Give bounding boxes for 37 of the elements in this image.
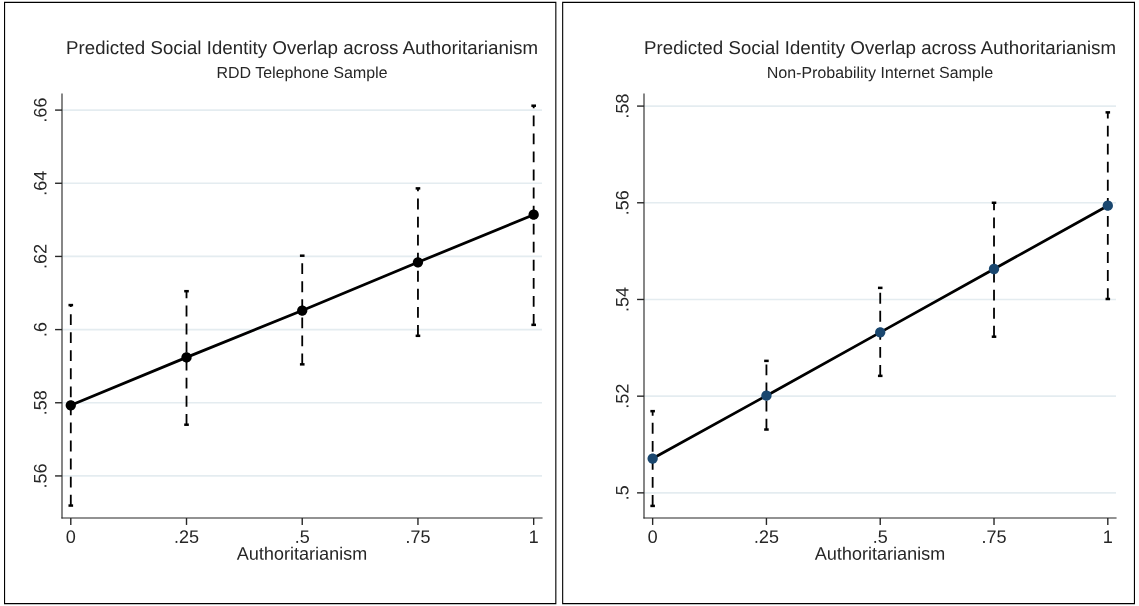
x-axis-title: Authoritarianism <box>236 546 367 560</box>
chart-subtitle: Non-Probability Internet Sample <box>768 66 993 82</box>
x-tick-label: 0 <box>648 530 657 544</box>
point <box>761 390 772 401</box>
x-tick-label: 1 <box>1104 530 1112 543</box>
y-tick-label: .66 <box>33 98 47 121</box>
x-tick-label: .75 <box>983 530 1006 544</box>
chart-title: Predicted Social Identity Overlap across Authoritarianism <box>645 40 1115 58</box>
x-tick-label: .25 <box>755 530 779 544</box>
y-tick-label: .6 <box>33 322 47 336</box>
y-tick-label: .52 <box>615 384 629 408</box>
x-tick-label: .25 <box>175 530 199 544</box>
chart-title: Predicted Social Identity Overlap across Authoritarianism <box>67 40 537 58</box>
point <box>1102 200 1113 211</box>
point <box>528 209 539 220</box>
point <box>181 352 192 363</box>
point <box>412 257 424 268</box>
x-tick-label: .5 <box>296 530 309 544</box>
point <box>875 327 886 338</box>
y-tick-label: .54 <box>616 287 629 311</box>
point <box>988 263 1000 275</box>
y-tick-label: .58 <box>615 94 629 117</box>
x-axis-title: Authoritarianism <box>814 546 945 560</box>
point <box>297 305 308 316</box>
y-tick-label: .64 <box>33 171 47 195</box>
y-tick-label: .58 <box>33 391 47 414</box>
x-tick-label: .5 <box>874 530 887 544</box>
y-tick-label: .62 <box>33 244 47 268</box>
y-tick-label: .56 <box>33 464 47 487</box>
point <box>647 453 658 464</box>
x-tick-label: .75 <box>407 530 430 544</box>
y-tick-label: .56 <box>615 191 629 214</box>
y-tick-label: .5 <box>616 486 629 499</box>
x-tick-label: 0 <box>66 530 76 544</box>
chart-subtitle: RDD Telephone Sample <box>217 66 387 82</box>
point <box>65 400 76 411</box>
x-tick-label: 1 <box>530 530 538 543</box>
